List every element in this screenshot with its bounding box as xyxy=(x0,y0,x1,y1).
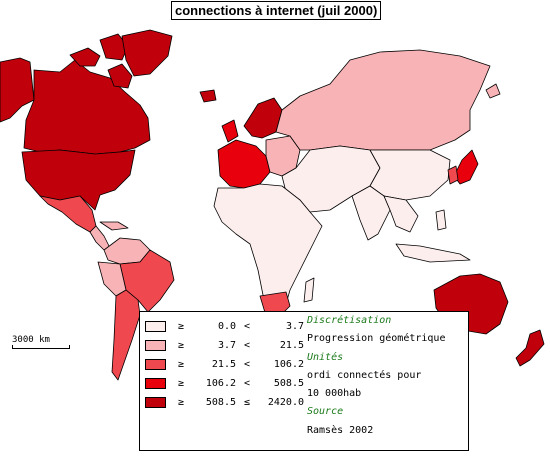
region-arctic-islands xyxy=(69,47,101,67)
legend-low: 508.5 xyxy=(205,397,236,408)
region-small-islands xyxy=(485,83,501,99)
legend-high: 508.5 xyxy=(273,378,304,389)
discretisation-value: Progression géométrique xyxy=(307,333,446,345)
scale-bar-line xyxy=(12,345,70,349)
region-argentina-chile xyxy=(111,289,141,381)
legend-swatch xyxy=(145,359,166,370)
region-india xyxy=(351,185,391,241)
unites-line2: 10 000hab xyxy=(307,388,362,400)
unites-line1: ordi connectés pour xyxy=(307,369,422,381)
legend-symbol: ≥ xyxy=(178,321,185,332)
legend-high: 2420.0 xyxy=(267,397,304,408)
legend-op: < xyxy=(243,321,251,332)
unites-label: Unités xyxy=(307,351,344,363)
legend-op: < xyxy=(243,359,251,370)
legend-info: Discrétisation Progression géométrique U… xyxy=(307,312,445,440)
source-value: Ramsès 2002 xyxy=(307,424,374,436)
legend-symbol: ≥ xyxy=(178,378,185,389)
region-canada xyxy=(23,59,151,155)
legend: ≥ 0.0 < 3.7 ≥ 3.7 < 21.5 ≥ 21.5 < 106.2 … xyxy=(139,311,469,451)
legend-swatch xyxy=(145,321,166,332)
region-iceland xyxy=(199,89,217,103)
legend-high: 3.7 xyxy=(285,321,304,332)
region-philippines xyxy=(435,209,447,231)
region-southeast-asia xyxy=(383,195,419,233)
legend-op: < xyxy=(243,340,251,351)
source-label: Source xyxy=(307,406,344,418)
region-greenland xyxy=(121,29,173,77)
legend-swatch xyxy=(145,397,166,408)
legend-swatch xyxy=(145,378,166,389)
legend-row: ≥ 3.7 < 21.5 xyxy=(145,336,304,355)
legend-row: ≥ 508.5 ≤ 2420.0 xyxy=(145,393,304,412)
region-madagascar xyxy=(303,277,315,303)
region-alaska xyxy=(0,57,35,123)
legend-high: 106.2 xyxy=(273,359,304,370)
region-africa xyxy=(213,183,323,313)
legend-low: 3.7 xyxy=(217,340,236,351)
region-indonesia xyxy=(395,243,471,263)
region-western-europe xyxy=(217,139,271,189)
legend-op: ≤ xyxy=(243,397,251,408)
legend-low: 0.0 xyxy=(217,321,236,332)
legend-row: ≥ 106.2 < 508.5 xyxy=(145,374,304,393)
legend-symbol: ≥ xyxy=(178,359,185,370)
region-british-isles xyxy=(221,119,239,143)
region-russia xyxy=(275,49,491,151)
region-china xyxy=(369,149,451,201)
legend-low: 106.2 xyxy=(205,378,236,389)
legend-low: 21.5 xyxy=(211,359,236,370)
region-caribbean xyxy=(99,221,129,231)
legend-swatch xyxy=(145,340,166,351)
scale-bar: 3000 km xyxy=(12,335,70,349)
legend-symbol: ≥ xyxy=(178,340,185,351)
region-arctic-islands-3 xyxy=(107,63,133,89)
legend-row: ≥ 21.5 < 106.2 xyxy=(145,355,304,374)
legend-row: ≥ 0.0 < 3.7 xyxy=(145,317,304,336)
discretisation-label: Discrétisation xyxy=(307,315,392,326)
legend-op: < xyxy=(243,378,251,389)
map-title: connections à internet (juil 2000) xyxy=(171,1,382,20)
legend-symbol: ≥ xyxy=(178,397,185,408)
legend-high: 21.5 xyxy=(279,340,304,351)
region-central-america xyxy=(89,225,111,251)
region-korea xyxy=(447,165,459,185)
legend-classes: ≥ 0.0 < 3.7 ≥ 3.7 < 21.5 ≥ 21.5 < 106.2 … xyxy=(145,317,304,412)
scale-bar-label: 3000 km xyxy=(12,335,50,345)
region-new-zealand xyxy=(515,329,545,367)
